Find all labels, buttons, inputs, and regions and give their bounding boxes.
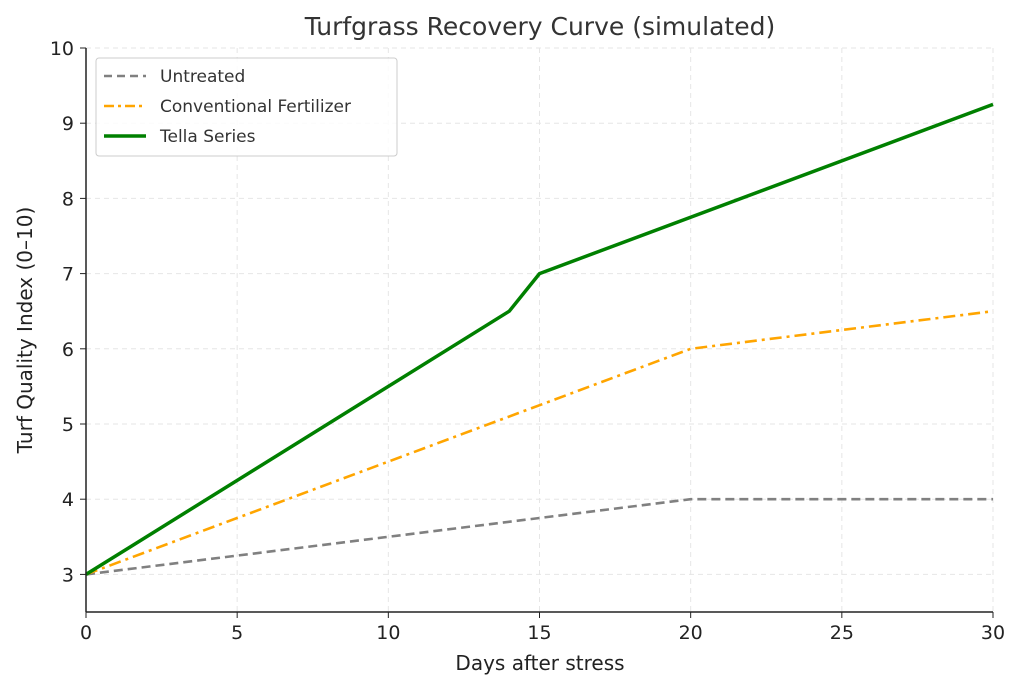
legend-label: Conventional Fertilizer: [160, 97, 351, 117]
y-tick-label: 9: [62, 113, 74, 135]
legend-label: Untreated: [160, 67, 245, 87]
ticks: 0 5 10 15 20 25 30 3 4 5 6 7 8 9 10: [50, 38, 1005, 644]
x-tick-label: 25: [830, 622, 854, 644]
series-lines: [85, 102, 994, 576]
y-tick-label: 10: [50, 38, 74, 60]
x-tick-label: 5: [231, 622, 243, 644]
x-axis-label: Days after stress: [455, 651, 624, 675]
x-tick-label: 30: [981, 622, 1005, 644]
y-axis-label: Turf Quality Index (0–10): [13, 207, 37, 455]
series-line-tella-series: [85, 102, 994, 576]
x-tick-label: 0: [80, 622, 92, 644]
y-tick-label: 3: [62, 564, 74, 586]
y-tick-label: 7: [62, 264, 74, 286]
x-tick-label: 10: [376, 622, 400, 644]
y-tick-label: 4: [62, 489, 74, 511]
x-tick-label: 15: [527, 622, 551, 644]
legend: Untreated Conventional Fertilizer Tella Se…: [95, 57, 398, 157]
y-tick-label: 6: [62, 339, 74, 361]
legend-box: [95, 57, 398, 157]
legend-label: Tella Series: [159, 127, 256, 147]
series-line-untreated: [85, 497, 993, 576]
y-tick-label: 5: [62, 414, 74, 436]
y-tick-label: 8: [62, 188, 74, 210]
chart-title: Turfgrass Recovery Curve (simulated): [304, 12, 775, 41]
x-tick-label: 20: [679, 622, 703, 644]
